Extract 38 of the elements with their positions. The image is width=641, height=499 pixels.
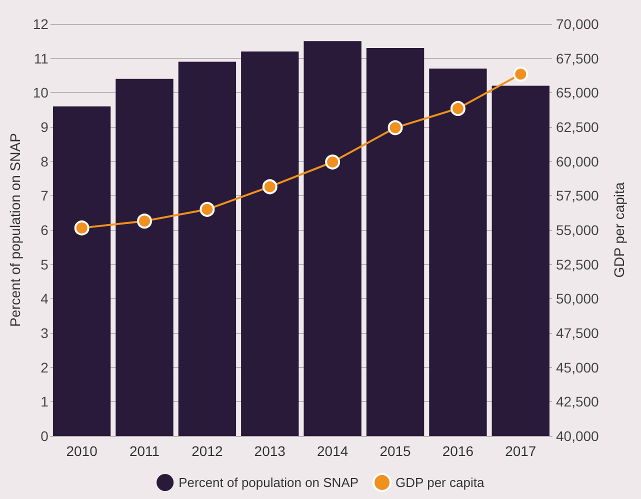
- y-tick-label: 9: [40, 119, 49, 135]
- legend-label: GDP per capita: [396, 475, 485, 490]
- y2-tick-label: 65,000: [556, 84, 600, 101]
- y2-tick-label: 47,500: [556, 325, 600, 341]
- x-tick-label: 2017: [505, 443, 536, 459]
- y-tick-label: 5: [40, 256, 49, 272]
- x-tick-label: 2013: [254, 443, 286, 459]
- y-tick-label: 10: [32, 84, 49, 101]
- y-tick-label: 2: [40, 359, 49, 376]
- x-tick-label: 2012: [192, 443, 223, 459]
- y2-tick-label: 70,000: [556, 16, 600, 32]
- y-tick-label: 4: [40, 290, 49, 307]
- y-tick-label: 11: [34, 50, 49, 66]
- y-tick-label: 8: [40, 153, 49, 170]
- y-tick-label: 0: [40, 428, 49, 444]
- x-tick-label: 2010: [66, 443, 98, 459]
- legend-label: Percent of population on SNAP: [178, 475, 359, 490]
- y2-tick-label: 52,500: [556, 256, 600, 272]
- x-tick-label: 2015: [380, 443, 412, 459]
- y2-tick-label: 45,000: [556, 359, 600, 376]
- y2-tick-label: 42,500: [556, 394, 600, 410]
- y2-tick-label: 67,500: [556, 50, 600, 66]
- y2-tick-label: 55,000: [556, 222, 600, 238]
- y2-axis-title: GDP per capita: [611, 182, 627, 278]
- y2-tick-label: 40,000: [556, 428, 600, 444]
- y-axis-title: Percent of population on SNAP: [7, 133, 23, 327]
- y2-tick-label: 62,500: [556, 119, 600, 135]
- y2-tick-label: 60,000: [556, 153, 600, 170]
- y-tick-label: 12: [32, 16, 49, 32]
- y-tick-label: 7: [40, 188, 49, 204]
- x-tick-label: 2016: [442, 443, 474, 459]
- y2-tick-label: 57,500: [556, 188, 600, 204]
- x-tick-label: 2011: [129, 443, 160, 459]
- y-tick-label: 3: [40, 325, 49, 341]
- y-tick-label: 6: [40, 222, 49, 238]
- y2-tick-label: 50,000: [556, 290, 600, 307]
- y-tick-label: 1: [40, 394, 49, 410]
- x-tick-label: 2014: [317, 443, 348, 459]
